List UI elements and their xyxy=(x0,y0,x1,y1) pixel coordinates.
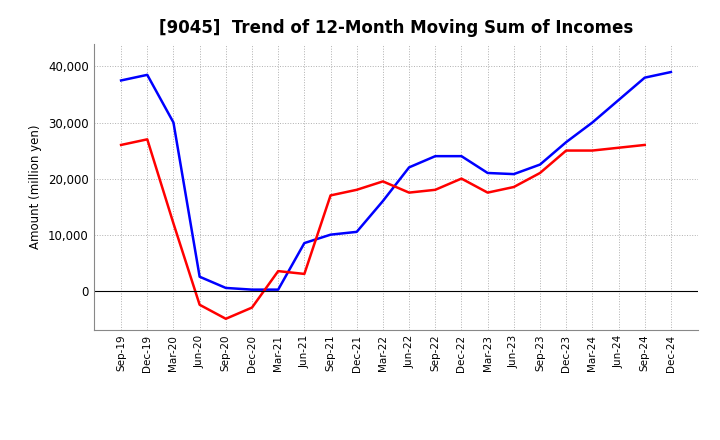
Ordinary Income xyxy=(117,78,125,83)
Ordinary Income xyxy=(169,120,178,125)
Net Income xyxy=(405,190,413,195)
Ordinary Income xyxy=(667,70,675,75)
Ordinary Income xyxy=(640,75,649,80)
Ordinary Income xyxy=(195,274,204,279)
Net Income xyxy=(640,142,649,147)
Ordinary Income xyxy=(510,172,518,177)
Net Income xyxy=(562,148,570,153)
Line: Net Income: Net Income xyxy=(121,139,644,319)
Net Income xyxy=(379,179,387,184)
Net Income xyxy=(483,190,492,195)
Ordinary Income xyxy=(536,162,544,167)
Ordinary Income xyxy=(483,170,492,176)
Ordinary Income xyxy=(143,72,152,77)
Net Income xyxy=(169,221,178,226)
Net Income xyxy=(326,193,335,198)
Title: [9045]  Trend of 12-Month Moving Sum of Incomes: [9045] Trend of 12-Month Moving Sum of I… xyxy=(159,19,633,37)
Ordinary Income xyxy=(274,287,282,292)
Net Income xyxy=(143,137,152,142)
Net Income xyxy=(117,142,125,147)
Ordinary Income xyxy=(222,285,230,290)
Net Income xyxy=(222,316,230,322)
Net Income xyxy=(510,184,518,190)
Ordinary Income xyxy=(588,120,597,125)
Net Income xyxy=(536,170,544,176)
Ordinary Income xyxy=(457,154,466,159)
Ordinary Income xyxy=(352,229,361,235)
Net Income xyxy=(431,187,440,192)
Y-axis label: Amount (million yen): Amount (million yen) xyxy=(30,125,42,249)
Ordinary Income xyxy=(614,97,623,103)
Ordinary Income xyxy=(300,240,309,246)
Net Income xyxy=(248,305,256,310)
Ordinary Income xyxy=(562,139,570,145)
Ordinary Income xyxy=(379,198,387,204)
Net Income xyxy=(457,176,466,181)
Net Income xyxy=(195,302,204,308)
Net Income xyxy=(274,268,282,274)
Ordinary Income xyxy=(248,287,256,292)
Net Income xyxy=(588,148,597,153)
Net Income xyxy=(614,145,623,150)
Ordinary Income xyxy=(326,232,335,237)
Net Income xyxy=(352,187,361,192)
Line: Ordinary Income: Ordinary Income xyxy=(121,72,671,290)
Ordinary Income xyxy=(405,165,413,170)
Net Income xyxy=(300,271,309,277)
Ordinary Income xyxy=(431,154,440,159)
